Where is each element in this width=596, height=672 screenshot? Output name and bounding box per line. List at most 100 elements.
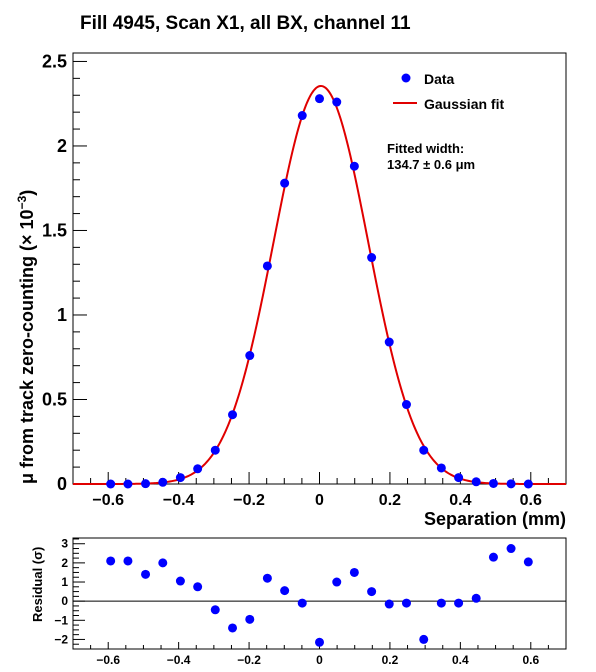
data-point xyxy=(123,479,133,489)
main-plot-frame xyxy=(72,52,567,485)
data-point xyxy=(349,161,359,171)
residual-x-tick-label: −0.4 xyxy=(167,653,191,667)
data-point xyxy=(384,337,394,347)
residual-point xyxy=(123,556,133,566)
main-y-axis-label-text: μ from track zero-counting ( xyxy=(17,245,37,484)
data-point xyxy=(523,479,533,489)
data-point xyxy=(158,477,168,487)
data-point xyxy=(106,479,116,489)
residual-point xyxy=(384,599,394,609)
gaussian-fit-group xyxy=(73,84,566,485)
chart-title: Fill 4945, Scan X1, all BX, channel 11 xyxy=(80,13,411,34)
data-point xyxy=(471,477,481,487)
residual-x-tick-label: −0.6 xyxy=(96,653,120,667)
main-y-tick-label: 2 xyxy=(57,136,67,156)
residual-point xyxy=(193,582,203,592)
residual-x-ticks: −0.6 −0.4 −0.2 0 0.2 0.4 0.6 xyxy=(72,642,567,667)
residual-point xyxy=(158,558,168,568)
data-point xyxy=(419,445,429,455)
data-point xyxy=(210,445,220,455)
legend-data-label: Data xyxy=(424,71,455,87)
main-y-axis-label: μ from track zero-counting (× 10−3) xyxy=(15,190,37,484)
residual-point xyxy=(175,576,185,586)
residual-y-tick-label: 0 xyxy=(61,594,68,608)
residual-point xyxy=(245,614,255,624)
residual-point xyxy=(454,598,464,608)
gaussian-fit-line xyxy=(73,84,566,485)
residual-point xyxy=(419,634,429,644)
residual-point xyxy=(280,586,290,596)
residual-point xyxy=(401,598,411,608)
data-point xyxy=(332,97,342,107)
residual-y-tick-label: 1 xyxy=(61,575,68,589)
data-point xyxy=(436,463,446,473)
main-y-tick-label: 1.5 xyxy=(42,220,67,240)
main-y-tick-label: 0.5 xyxy=(42,389,67,409)
main-x-axis-label: Separation (mm) xyxy=(424,509,566,529)
residual-x-tick-label: 0 xyxy=(316,653,323,667)
data-points-group xyxy=(106,94,533,489)
data-point xyxy=(506,479,516,489)
residual-x-tick-label: −0.2 xyxy=(237,653,261,667)
main-x-ticks: −0.6 −0.4 −0.2 0 0.2 0.4 0.6 xyxy=(72,472,567,509)
data-point xyxy=(228,410,238,420)
residual-point xyxy=(436,598,446,608)
main-y-tick-label: 1 xyxy=(57,305,67,325)
residual-y-axis-label: Residual (σ) xyxy=(30,547,45,622)
data-point xyxy=(175,473,185,483)
data-point xyxy=(193,464,203,474)
residual-point xyxy=(471,593,481,603)
residual-y-tick-label: 3 xyxy=(61,537,68,551)
main-y-axis-label-exponent: −3 xyxy=(15,195,29,209)
residual-y-ticks: −2 −1 0 1 2 3 xyxy=(54,537,85,650)
data-point xyxy=(245,351,255,361)
residual-y-tick-label: −1 xyxy=(54,613,68,627)
residual-point xyxy=(228,623,238,633)
main-y-axis-label-close: ) xyxy=(17,190,37,196)
residual-point xyxy=(315,637,324,647)
main-x-tick-label: 0.4 xyxy=(449,492,471,509)
residual-points-group xyxy=(106,544,533,647)
residual-x-tick-label: 0.4 xyxy=(452,653,469,667)
main-x-tick-label: −0.4 xyxy=(163,492,195,509)
main-x-tick-label: 0.6 xyxy=(520,492,542,509)
main-x-tick-label: 0 xyxy=(315,492,324,509)
residual-point xyxy=(367,587,377,597)
data-point xyxy=(280,178,290,188)
data-point xyxy=(488,478,498,488)
residual-point xyxy=(262,573,272,583)
data-point xyxy=(297,111,307,121)
main-y-tick-label: 2.5 xyxy=(42,51,67,71)
residual-x-tick-label: 0.2 xyxy=(382,653,399,667)
residual-x-tick-label: 0.6 xyxy=(522,653,539,667)
legend-fit-label: Gaussian fit xyxy=(424,96,504,112)
residual-point xyxy=(210,605,220,615)
main-x-tick-label: −0.2 xyxy=(233,492,265,509)
data-point xyxy=(262,261,272,271)
fitted-width-label: Fitted width: xyxy=(387,141,464,156)
residual-point xyxy=(332,577,342,587)
data-point xyxy=(454,473,464,483)
residual-point xyxy=(349,567,359,577)
fitted-width-value: 134.7 ± 0.6 μm xyxy=(387,157,475,172)
residual-y-tick-label: −2 xyxy=(54,632,68,646)
residual-point xyxy=(523,557,533,567)
legend-data-marker xyxy=(401,73,411,83)
residual-point xyxy=(106,556,116,566)
residual-point xyxy=(141,569,151,579)
main-x-tick-label: 0.2 xyxy=(379,492,401,509)
data-point xyxy=(367,253,377,263)
main-x-tick-label: −0.6 xyxy=(92,492,124,509)
residual-point xyxy=(297,598,307,608)
main-y-axis-label-factor: × 10 xyxy=(17,209,37,245)
residual-point xyxy=(506,544,516,554)
data-point xyxy=(141,479,151,489)
residual-point xyxy=(488,552,498,562)
data-point xyxy=(401,400,411,410)
main-y-tick-label: 0 xyxy=(57,474,67,494)
legend: Data Gaussian fit xyxy=(393,71,504,112)
data-point xyxy=(315,94,324,104)
main-y-ticks: 0 0.5 1 1.5 2 2.5 xyxy=(42,51,87,494)
residual-y-tick-label: 2 xyxy=(61,556,68,570)
